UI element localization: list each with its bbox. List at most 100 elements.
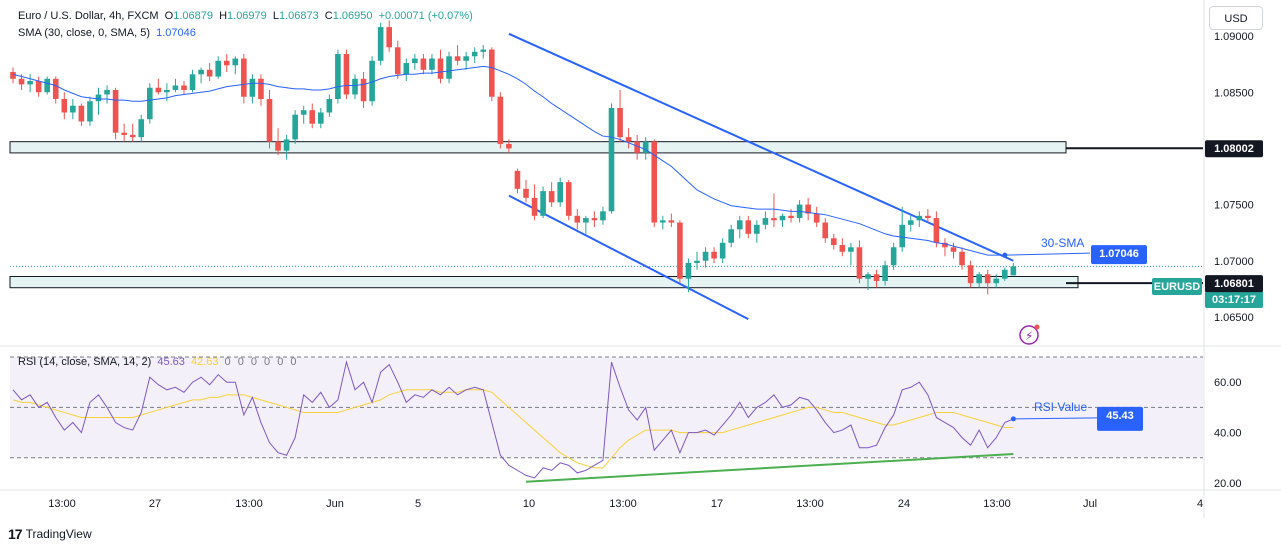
- support-price-badge: 1.06801: [1214, 278, 1254, 290]
- candle-body: [856, 247, 863, 279]
- tradingview-logo-icon: 17: [8, 526, 23, 542]
- candle-body: [976, 274, 982, 284]
- candle-body: [198, 69, 204, 75]
- candle-body: [70, 105, 76, 113]
- candle-body: [78, 105, 85, 122]
- change-value: +0.00071 (+0.07%): [378, 10, 473, 22]
- candle-body: [489, 49, 495, 97]
- candle-body: [711, 251, 717, 259]
- candle-body: [651, 141, 658, 223]
- candle-body: [531, 197, 538, 216]
- time-tick-label: 13:00: [48, 498, 76, 510]
- rsi-pane: RSI Value: [10, 356, 1203, 483]
- candle-body: [292, 114, 298, 140]
- candle-body: [300, 110, 307, 115]
- candle-body: [386, 27, 392, 48]
- resistance-zone: [9, 141, 1067, 154]
- candle-body: [403, 63, 410, 75]
- candle-body: [1002, 269, 1008, 279]
- candle-body: [420, 58, 427, 70]
- candle-body: [600, 211, 606, 221]
- candle-body: [540, 191, 546, 216]
- tradingview-brand[interactable]: 17 TradingView: [8, 526, 92, 542]
- candle-body: [677, 222, 683, 279]
- candle-body: [625, 137, 632, 142]
- candle-body: [608, 107, 615, 212]
- candle-body: [318, 112, 324, 124]
- support-price-badge-bg: [1205, 275, 1263, 293]
- brand-name: TradingView: [25, 527, 92, 541]
- support-resistance-zones: [9, 141, 1203, 289]
- candle-body: [369, 60, 375, 102]
- time-tick-label: Jul: [1083, 498, 1097, 510]
- candle-body: [309, 110, 316, 124]
- chart-grid: [0, 0, 1281, 518]
- last-price-badge: 03:17:17: [1212, 294, 1256, 306]
- rsi-value-badge-bg: [1097, 406, 1143, 431]
- candle-body: [702, 251, 709, 261]
- candle-body: [129, 134, 136, 138]
- candle-body: [335, 54, 341, 99]
- rsi-legend[interactable]: RSI (14, close, SMA, 14, 2) 45.63 42.63 …: [18, 356, 302, 368]
- high-label: H: [219, 10, 228, 22]
- candle-body: [326, 98, 333, 113]
- candle-body: [822, 222, 829, 239]
- candle-body: [993, 278, 1000, 284]
- ticker-badge: EURUSD: [1154, 281, 1201, 293]
- candlestick-series: [10, 20, 1017, 295]
- price-tick-label: 1.07500: [1214, 200, 1254, 212]
- time-tick-label: 4: [1197, 498, 1203, 510]
- candle-body: [565, 182, 572, 216]
- rsi-tick-label: 20.00: [1214, 478, 1242, 490]
- candle-body: [112, 90, 119, 133]
- candle-body: [583, 218, 589, 223]
- candle-body: [634, 141, 640, 153]
- candle-body: [771, 218, 777, 221]
- sma-legend[interactable]: SMA (30, close, 0, SMA, 5) 1.07046: [18, 27, 199, 39]
- candle-body: [959, 251, 965, 266]
- candle-body: [925, 215, 931, 219]
- rsi-trendline: [525, 453, 1014, 483]
- candle-body: [967, 265, 974, 284]
- candle-body: [258, 78, 264, 99]
- candle-body: [104, 90, 110, 95]
- candle-body: [762, 218, 769, 225]
- candle-body: [266, 98, 273, 142]
- candle-body: [87, 101, 93, 122]
- candle-body: [35, 81, 42, 93]
- price-tick-label: 1.06500: [1214, 312, 1254, 324]
- candle-body: [10, 72, 16, 79]
- symbol-title: Euro / U.S. Dollar, 4h, FXCM: [18, 10, 159, 22]
- candle-body: [916, 215, 923, 221]
- candle-body: [745, 220, 752, 234]
- candle-body: [805, 204, 811, 214]
- candle-body: [275, 141, 281, 151]
- candle-body: [865, 274, 871, 279]
- candle-body: [899, 224, 905, 248]
- symbol-legend[interactable]: Euro / U.S. Dollar, 4h, FXCM O1.06879 H1…: [18, 10, 476, 22]
- candle-body: [223, 60, 230, 66]
- candle-body: [497, 96, 504, 144]
- time-tick-label: 13:00: [235, 498, 263, 510]
- rsi-legend-extra: 0 0 0 0 0 0: [224, 356, 299, 368]
- high-value: 1.06979: [227, 10, 267, 22]
- candle-body: [360, 78, 367, 102]
- candle-body: [18, 78, 25, 85]
- resistance-price-badge-bg: [1205, 140, 1263, 158]
- candle-body: [189, 74, 196, 91]
- time-tick-label: 24: [898, 498, 910, 510]
- sma-legend-label: SMA (30, close, 0, SMA, 5): [18, 27, 151, 39]
- rsi-tick-label: 40.00: [1214, 428, 1242, 440]
- candle-body: [454, 56, 461, 61]
- resistance-price-badge: 1.08002: [1214, 143, 1254, 155]
- candle-body: [412, 58, 418, 64]
- candle-body: [779, 215, 786, 221]
- sma-30-line: [12, 65, 1005, 256]
- candle-body: [377, 27, 384, 61]
- candle-body: [523, 188, 529, 198]
- time-tick-label: 5: [415, 498, 421, 510]
- currency-button[interactable]: USD: [1209, 6, 1263, 30]
- rsi-legend-value: 45.63: [157, 356, 185, 368]
- candle-body: [95, 94, 102, 102]
